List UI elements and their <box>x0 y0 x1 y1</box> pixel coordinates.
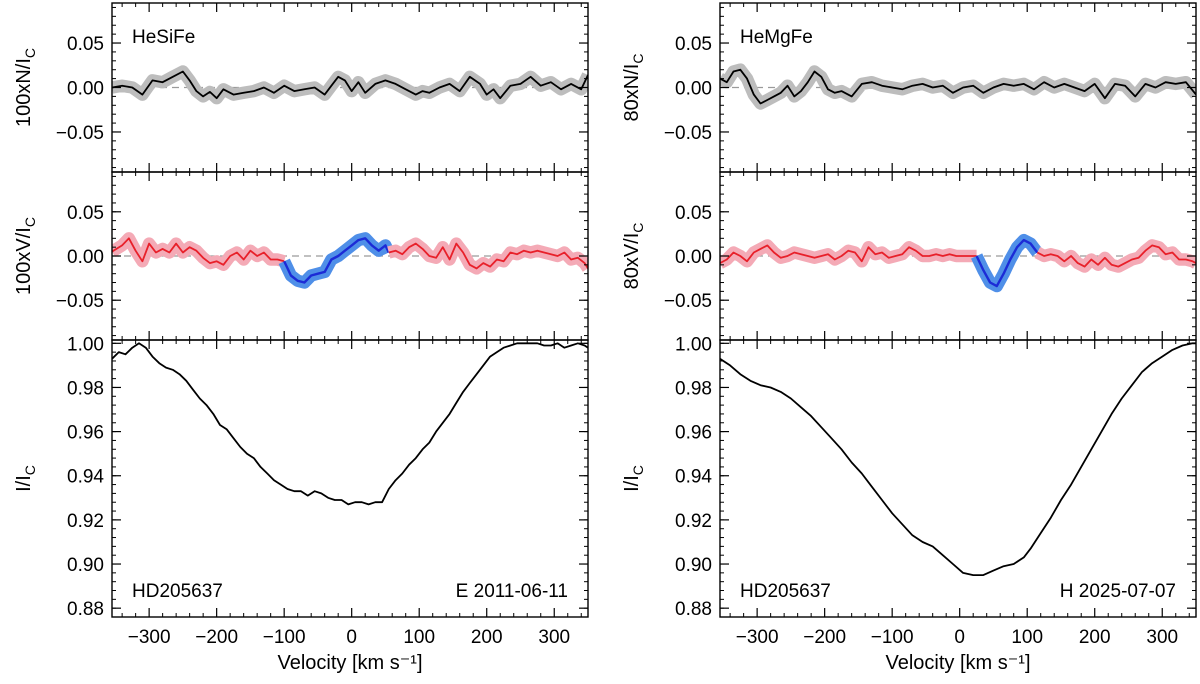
y-tick-label: 0.96 <box>675 423 712 444</box>
error-band-2 <box>971 233 1043 293</box>
x-axis-label: Velocity [km s⁻¹] <box>277 652 422 674</box>
panel-V: −0.05 0.00 0.05 80xV/IC <box>621 171 1197 341</box>
y-tick-label: 0.05 <box>675 34 712 55</box>
y-tick-label: 0.94 <box>675 467 712 488</box>
x-tick-label: 0 <box>954 627 965 648</box>
chart-1: −0.05 0.00 0.05 100xN/IC HeSiFe −0.05 0.00 0.05… <box>13 2 589 674</box>
x-tick-label: −300 <box>736 627 779 648</box>
panel-frame <box>111 339 589 618</box>
x-tick-label: 200 <box>471 627 503 648</box>
y-axis-label: 80xV/IC <box>621 223 646 290</box>
y-tick-label: 0.96 <box>67 423 104 444</box>
series-line-2 <box>975 238 1039 288</box>
y-tick-label: 0.88 <box>67 599 104 620</box>
x-tick-label: 100 <box>1011 627 1043 648</box>
y-tick-label: 0.92 <box>675 511 712 532</box>
x-tick-label: −200 <box>803 627 846 648</box>
y-tick-label: 0.05 <box>675 203 712 224</box>
panel-V: −0.05 0.00 0.05 100xV/IC <box>13 171 589 341</box>
y-tick-label: 0.05 <box>67 34 104 55</box>
series-line-1 <box>112 342 588 506</box>
element-annotation: HeMgFe <box>740 27 813 48</box>
panel-N: −0.05 0.00 0.05 80xN/IC HeMgFe <box>621 2 1197 173</box>
y-tick-label: 0.00 <box>67 247 104 268</box>
x-tick-label: 200 <box>1079 627 1111 648</box>
series-line-1 <box>720 244 977 264</box>
series-line-2 <box>283 237 390 284</box>
y-tick-label: −0.05 <box>56 291 104 312</box>
y-axis-label: I/IC <box>621 465 646 492</box>
chart-2: −0.05 0.00 0.05 80xN/IC HeMgFe −0.05 0.00 0.05 8… <box>621 2 1197 674</box>
y-tick-label: 0.90 <box>67 555 104 576</box>
series-line-1 <box>720 68 1196 105</box>
date-annotation: E 2011-06-11 <box>456 581 568 602</box>
y-tick-label: 0.00 <box>675 79 712 100</box>
x-tick-label: 100 <box>403 627 435 648</box>
y-tick-label: −0.05 <box>56 123 104 144</box>
y-tick-label: 0.90 <box>675 555 712 576</box>
series-line-1 <box>720 342 1196 576</box>
date-annotation: H 2025-07-07 <box>1060 581 1176 602</box>
y-tick-label: 0.92 <box>67 511 104 532</box>
series-line-1 <box>112 237 285 266</box>
y-tick-label: 0.05 <box>67 203 104 224</box>
y-axis-label: 80xN/IC <box>621 54 646 122</box>
y-tick-label: 1.00 <box>675 334 712 355</box>
y-tick-label: 0.98 <box>675 378 712 399</box>
y-tick-label: 0.98 <box>67 378 104 399</box>
y-axis-label: I/IC <box>13 465 38 492</box>
element-annotation: HeSiFe <box>132 27 195 48</box>
panel-I: 0.88 0.90 0.92 0.94 0.96 0.98 1.00 I/IC HD205637… <box>13 334 589 620</box>
x-tick-label: −100 <box>263 627 306 648</box>
panel-I: 0.88 0.90 0.92 0.94 0.96 0.98 1.00 I/IC HD205637… <box>621 334 1197 620</box>
panel-frame <box>719 339 1197 618</box>
y-axis-label: 100xN/IC <box>13 48 38 127</box>
star-annotation: HD205637 <box>132 581 223 602</box>
x-tick-label: 300 <box>1146 627 1178 648</box>
y-tick-label: 0.88 <box>675 599 712 620</box>
x-axis-label: Velocity [km s⁻¹] <box>885 652 1030 674</box>
y-tick-label: 0.94 <box>67 467 104 488</box>
series-line-3 <box>1036 244 1196 268</box>
y-tick-label: 0.00 <box>675 247 712 268</box>
error-band-1 <box>720 63 1196 110</box>
y-tick-label: 0.00 <box>67 79 104 100</box>
x-tick-label: −300 <box>128 627 171 648</box>
series-line-3 <box>388 242 588 270</box>
x-tick-label: 300 <box>538 627 570 648</box>
x-tick-label: 0 <box>346 627 357 648</box>
panel-N: −0.05 0.00 0.05 100xN/IC HeSiFe <box>13 2 589 173</box>
x-tick-label: −200 <box>195 627 238 648</box>
y-axis-label: 100xV/IC <box>13 217 38 295</box>
series-line-1 <box>112 70 588 100</box>
y-tick-label: −0.05 <box>664 123 712 144</box>
y-tick-label: 1.00 <box>67 334 104 355</box>
x-tick-label: −100 <box>871 627 914 648</box>
y-tick-label: −0.05 <box>664 291 712 312</box>
star-annotation: HD205637 <box>740 581 831 602</box>
